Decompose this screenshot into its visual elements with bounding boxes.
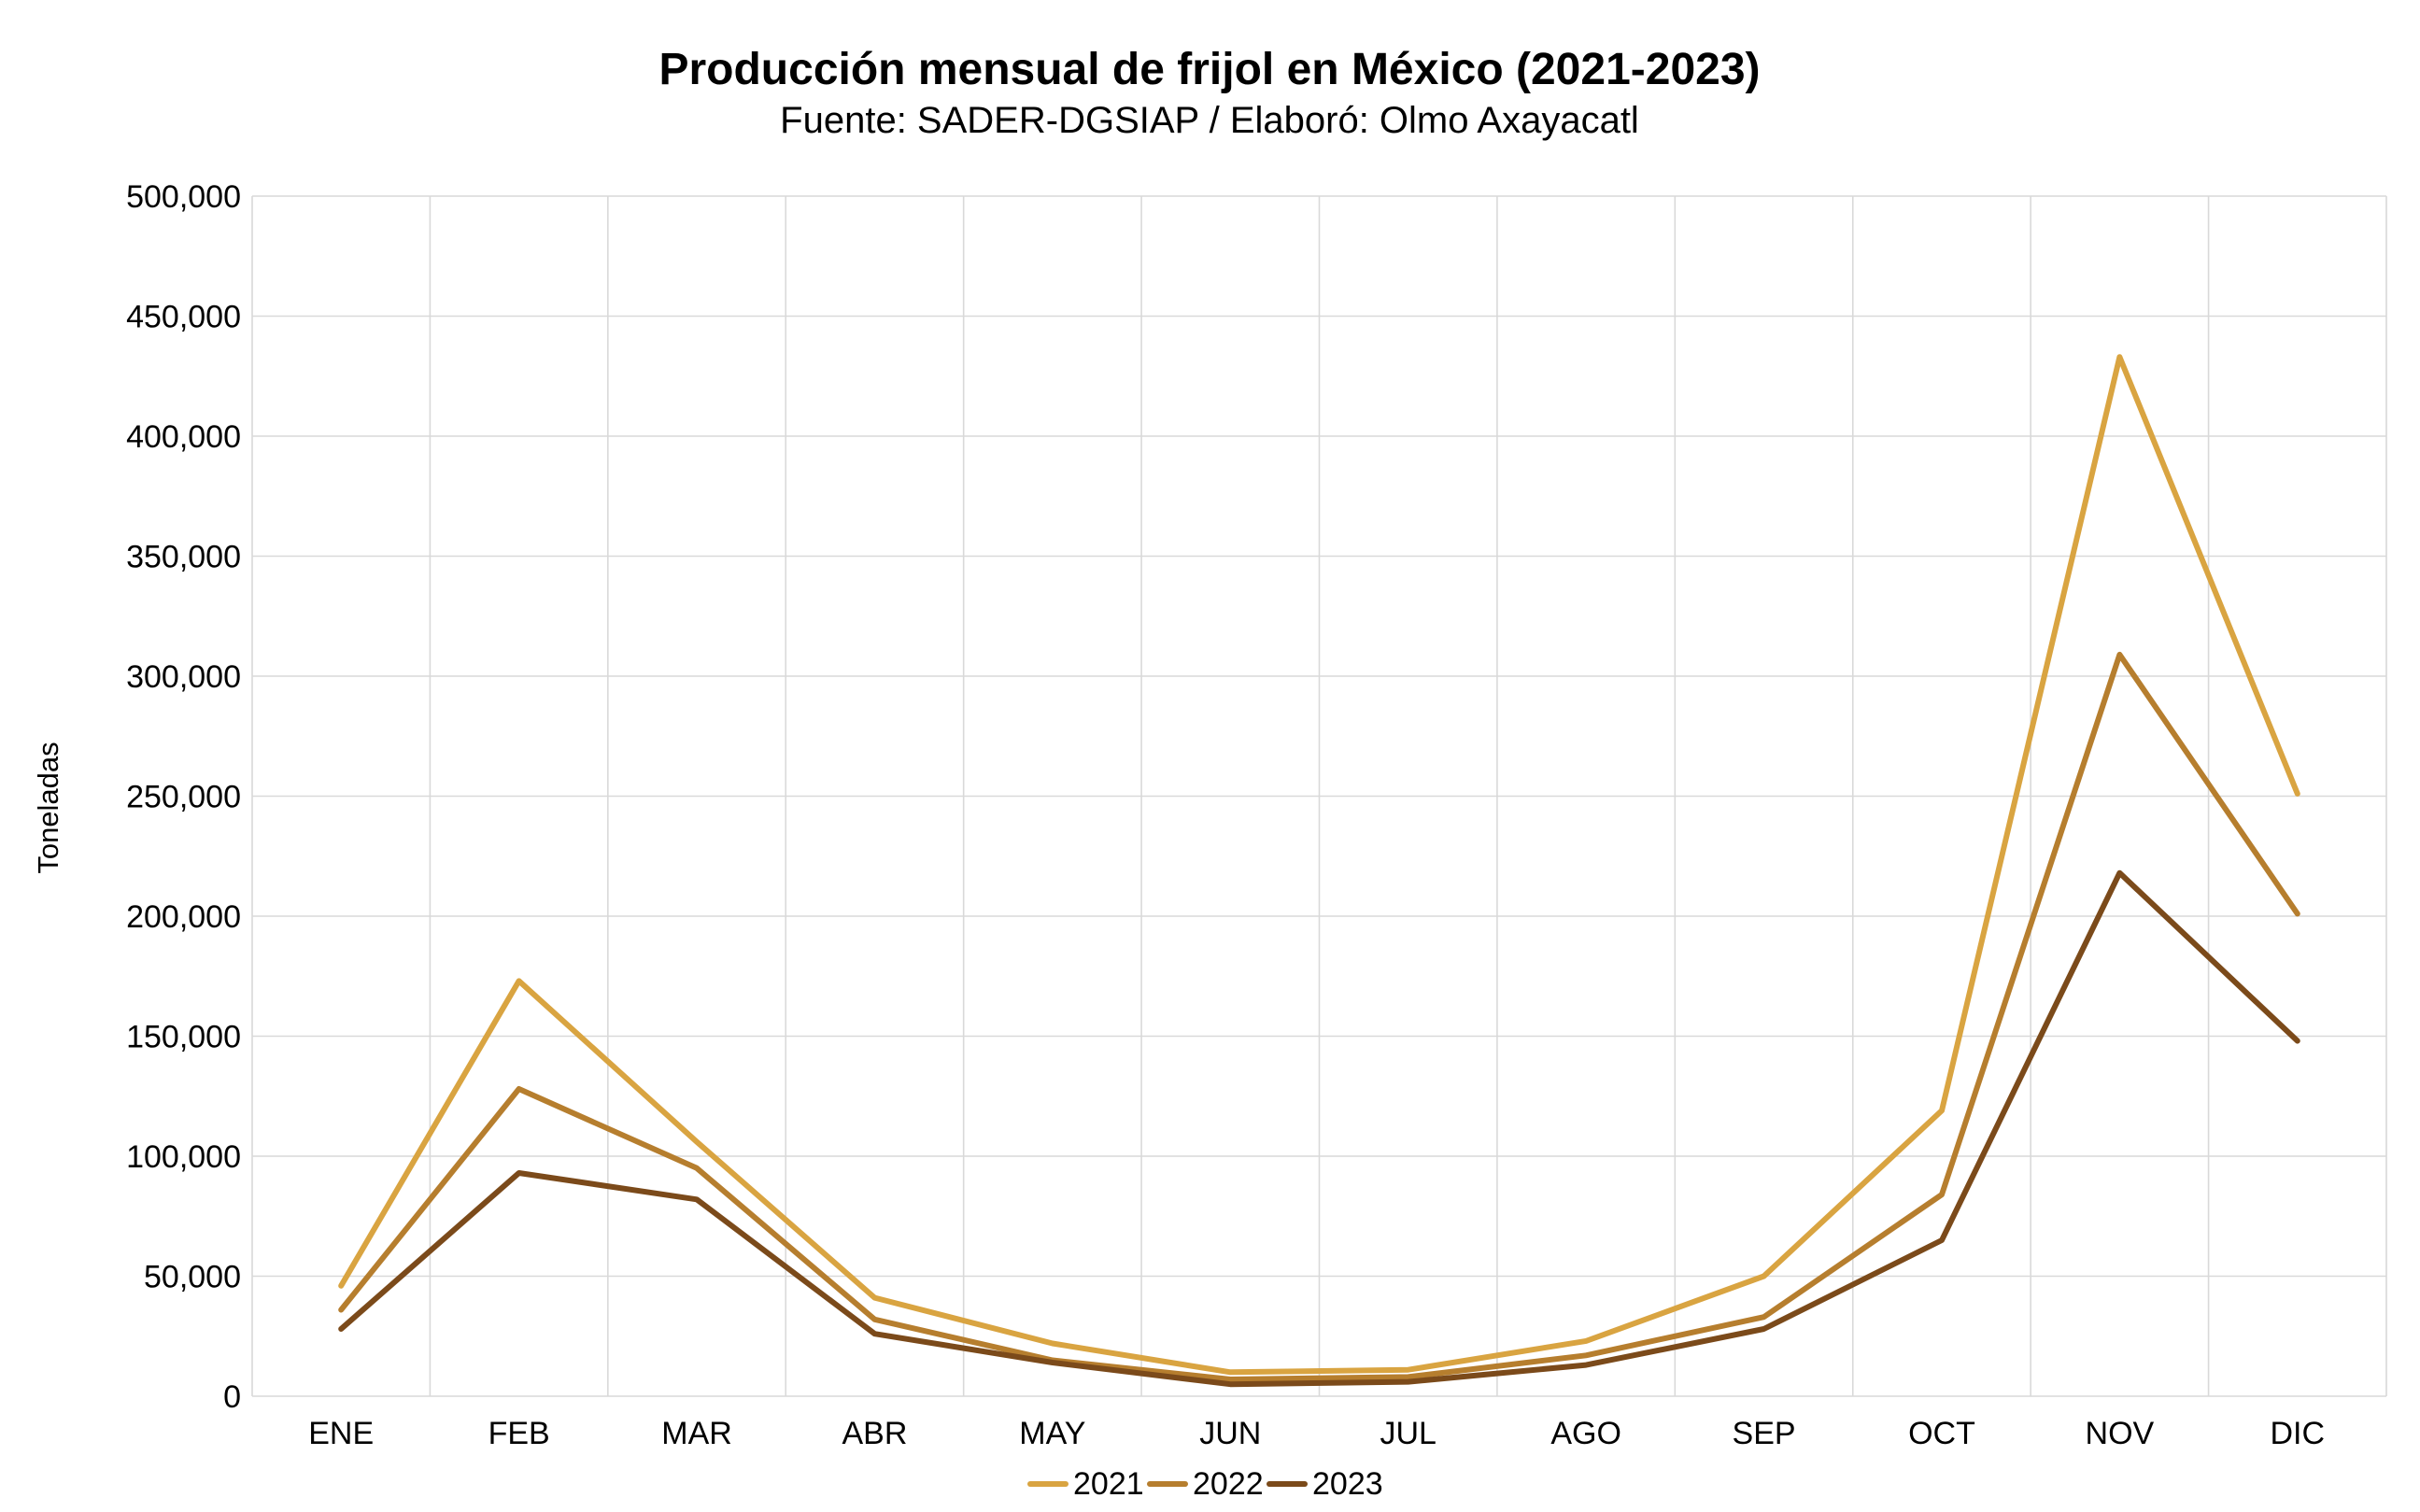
y-tick-label: 400,000 [126,419,241,455]
y-tick-label: 350,000 [126,540,241,575]
x-tick-label: DIC [2271,1416,2326,1451]
x-tick-label: MAY [1019,1416,1085,1451]
y-tick-label: 50,000 [144,1260,241,1295]
y-tick-label: 100,000 [126,1139,241,1175]
series-layer [338,354,2300,1388]
legend-item-2022: 2022 [1147,1466,1264,1502]
x-ticks: ENE FEB MAR ABR MAY JUN JUL AGO SEP OCT NOV DIC [308,1416,2325,1451]
x-tick-label: ABR [842,1416,907,1451]
y-tick-label: 300,000 [126,659,241,695]
x-tick-label: SEP [1733,1416,1796,1451]
x-tick-label: ENE [308,1416,374,1451]
x-tick-label: NOV [2086,1416,2155,1451]
legend-label: 2021 [1073,1466,1144,1502]
grid-layer [251,195,2387,1397]
x-tick-label: JUN [1199,1416,1261,1451]
y-tick-label: 150,000 [126,1020,241,1055]
series-line-2021 [338,354,2300,1376]
x-tick-label: AGO [1550,1416,1621,1451]
legend-item-2023: 2023 [1267,1466,1383,1502]
chart-subtitle: Fuente: SADER-DGSIAP / Elaboró: Olmo Axa… [780,100,1639,141]
y-ticks: 0 50,000 100,000 150,000 200,000 250,000 300,0… [126,179,241,1415]
legend: 2021 2022 2023 [1027,1466,1383,1502]
series-line-2023 [338,869,2300,1388]
y-axis-label: Toneladas [32,742,64,873]
legend-label: 2023 [1312,1466,1383,1502]
legend-item-2021: 2021 [1027,1466,1144,1502]
y-tick-label: 200,000 [126,899,241,935]
y-tick-label: 450,000 [126,300,241,335]
y-tick-label: 250,000 [126,780,241,815]
x-tick-label: MAR [661,1416,732,1451]
x-tick-label: FEB [488,1416,550,1451]
legend-label: 2022 [1193,1466,1264,1502]
series-line-2022 [338,651,2300,1382]
x-tick-label: OCT [1908,1416,1975,1451]
y-tick-label: 0 [223,1379,241,1415]
chart-title: Producción mensual de frijol en México (… [658,45,1760,94]
y-tick-label: 500,000 [126,179,241,215]
x-tick-label: JUL [1380,1416,1436,1451]
